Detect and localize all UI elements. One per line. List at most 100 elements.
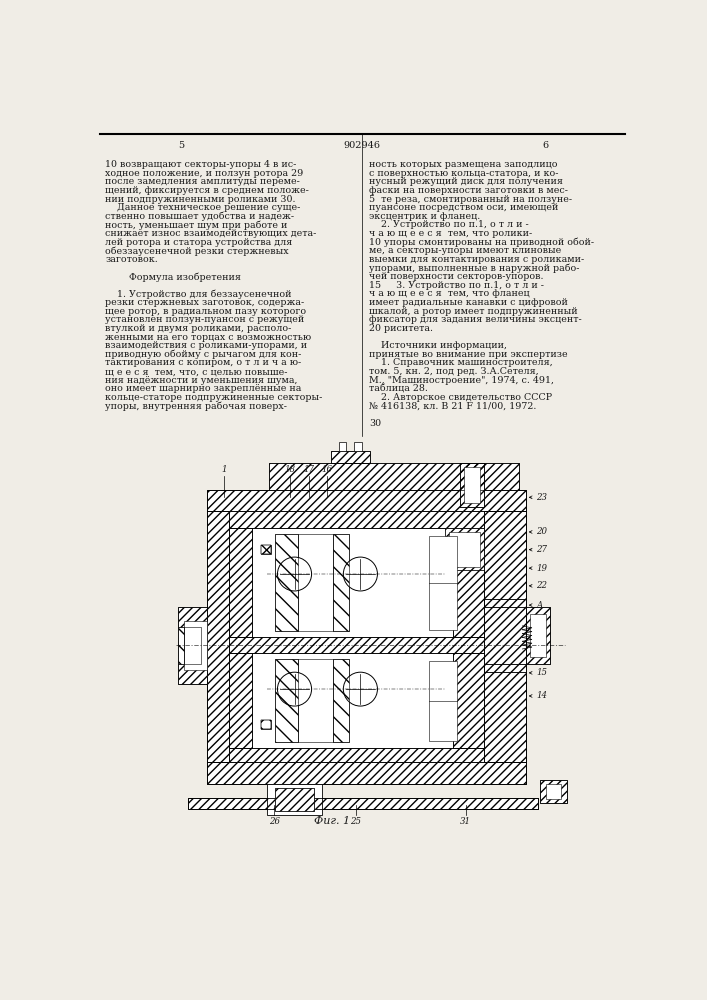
Bar — [484, 511, 526, 762]
Text: 22: 22 — [537, 581, 547, 590]
Text: взаимодействия с роликами-упорами, и: взаимодействия с роликами-упорами, и — [105, 341, 308, 350]
Text: Источники информации,: Источники информации, — [369, 341, 507, 350]
Bar — [445, 528, 484, 570]
Text: шкалой, а ротор имеет подпружиненный: шкалой, а ротор имеет подпружиненный — [369, 307, 578, 316]
Text: ч а ю щ е е с я  тем, что ролики-: ч а ю щ е е с я тем, что ролики- — [369, 229, 532, 238]
Text: принятые во внимание при экспертизе: принятые во внимание при экспертизе — [369, 350, 568, 359]
Text: М., "Машиностроение", 1974, с. 491,: М., "Машиностроение", 1974, с. 491, — [369, 376, 554, 385]
Bar — [228, 528, 252, 637]
Text: ме, а секторы-упоры имеют клиновые: ме, а секторы-упоры имеют клиновые — [369, 246, 561, 255]
Bar — [275, 534, 298, 631]
Bar — [275, 788, 314, 811]
Bar — [187, 798, 538, 809]
Bar — [452, 528, 484, 637]
Bar — [298, 534, 333, 631]
Bar — [207, 490, 526, 511]
Bar — [275, 659, 298, 742]
Bar — [331, 451, 370, 463]
Text: 26: 26 — [269, 817, 280, 826]
Text: 2. Авторское свидетельство СССР: 2. Авторское свидетельство СССР — [369, 393, 552, 402]
Text: 20 риситета.: 20 риситета. — [369, 324, 433, 333]
Bar — [261, 720, 271, 729]
Text: ходное положение, и ползун ротора 29: ходное положение, и ползун ротора 29 — [105, 169, 304, 178]
Text: чей поверхности секторов-упоров.: чей поверхности секторов-упоров. — [369, 272, 544, 281]
Circle shape — [344, 672, 378, 706]
Bar — [228, 748, 484, 762]
Bar — [298, 659, 333, 742]
Bar — [530, 614, 546, 657]
Bar — [354, 442, 362, 451]
Bar — [333, 534, 349, 631]
Bar — [261, 545, 271, 554]
Text: 19: 19 — [537, 564, 547, 573]
Bar — [269, 463, 518, 490]
Text: выемки для контактирования с роликами-: выемки для контактирования с роликами- — [369, 255, 584, 264]
Text: 5: 5 — [178, 141, 185, 150]
Bar — [445, 528, 484, 570]
Text: 1. Устройство для беззаусенечной: 1. Устройство для беззаусенечной — [105, 289, 292, 299]
Text: ственно повышает удобства и надеж-: ственно повышает удобства и надеж- — [105, 212, 295, 221]
Bar — [228, 637, 484, 653]
Bar — [452, 653, 484, 748]
Bar — [484, 511, 526, 762]
Bar — [452, 528, 484, 637]
Bar — [207, 762, 526, 784]
Bar — [261, 720, 271, 729]
Text: 902946: 902946 — [344, 141, 380, 150]
Bar — [452, 653, 484, 748]
Text: Формула изобретения: Формула изобретения — [105, 272, 241, 282]
Bar — [261, 545, 271, 554]
Bar — [228, 748, 484, 762]
Text: щений, фиксируется в среднем положе-: щений, фиксируется в среднем положе- — [105, 186, 309, 195]
Bar — [228, 653, 252, 748]
Text: заготовок.: заготовок. — [105, 255, 158, 264]
Bar — [228, 653, 252, 748]
Text: A: A — [537, 601, 542, 610]
Bar — [177, 627, 184, 664]
Text: 1: 1 — [221, 465, 227, 474]
Bar — [339, 442, 346, 451]
Bar — [333, 659, 349, 742]
Text: ность которых размещена заподлицо: ность которых размещена заподлицо — [369, 160, 557, 169]
Bar — [228, 637, 484, 653]
Text: с поверхностью кольца-статора, и ко-: с поверхностью кольца-статора, и ко- — [369, 169, 559, 178]
Text: ния надёжности и уменьшения шума,: ния надёжности и уменьшения шума, — [105, 376, 298, 385]
Bar — [184, 620, 207, 670]
Text: 27: 27 — [537, 545, 547, 554]
Bar — [228, 511, 484, 762]
Text: 23: 23 — [537, 493, 547, 502]
Text: 16: 16 — [322, 465, 332, 474]
Bar — [526, 607, 549, 664]
Text: эксцентрик и фланец.: эксцентрик и фланец. — [369, 212, 480, 221]
Text: резки стержневых заготовок, содержа-: резки стержневых заготовок, содержа- — [105, 298, 305, 307]
Text: нусный режущий диск для получения: нусный режущий диск для получения — [369, 177, 563, 186]
Text: Фиг. 1: Фиг. 1 — [315, 816, 351, 826]
Bar — [261, 720, 271, 729]
Bar — [228, 511, 484, 528]
Text: обеззаусенечной резки стержневых: обеззаусенечной резки стержневых — [105, 246, 289, 256]
Bar — [252, 528, 452, 637]
Text: 2. Устройство по п.1, о т л и -: 2. Устройство по п.1, о т л и - — [369, 220, 529, 229]
Bar — [484, 599, 526, 607]
Text: женными на его торцах с возможностью: женными на его торцах с возможностью — [105, 333, 312, 342]
Bar — [484, 599, 526, 607]
Text: 20: 20 — [537, 527, 547, 536]
Text: снижает износ взаимодействующих дета-: снижает износ взаимодействующих дета- — [105, 229, 317, 238]
Text: имеет радиальные канавки с цифровой: имеет радиальные канавки с цифровой — [369, 298, 568, 307]
Bar — [207, 511, 228, 762]
Bar — [207, 511, 228, 762]
Text: втулкой и двумя роликами, располо-: втулкой и двумя роликами, располо- — [105, 324, 292, 333]
Bar — [540, 780, 567, 803]
Bar — [429, 536, 457, 630]
Bar — [275, 788, 314, 811]
Bar — [177, 607, 207, 684]
Bar — [540, 780, 567, 803]
Text: щ е е с я  тем, что, с целью повыше-: щ е е с я тем, что, с целью повыше- — [105, 367, 288, 376]
Text: 5  те реза, смонтированный на ползуне-: 5 те реза, смонтированный на ползуне- — [369, 195, 572, 204]
Text: 31: 31 — [460, 817, 472, 826]
Text: 30: 30 — [369, 419, 381, 428]
Bar — [333, 659, 349, 742]
Circle shape — [344, 557, 378, 591]
Text: кольце-статоре подпружиненные секторы-: кольце-статоре подпружиненные секторы- — [105, 393, 323, 402]
Bar — [331, 451, 370, 463]
